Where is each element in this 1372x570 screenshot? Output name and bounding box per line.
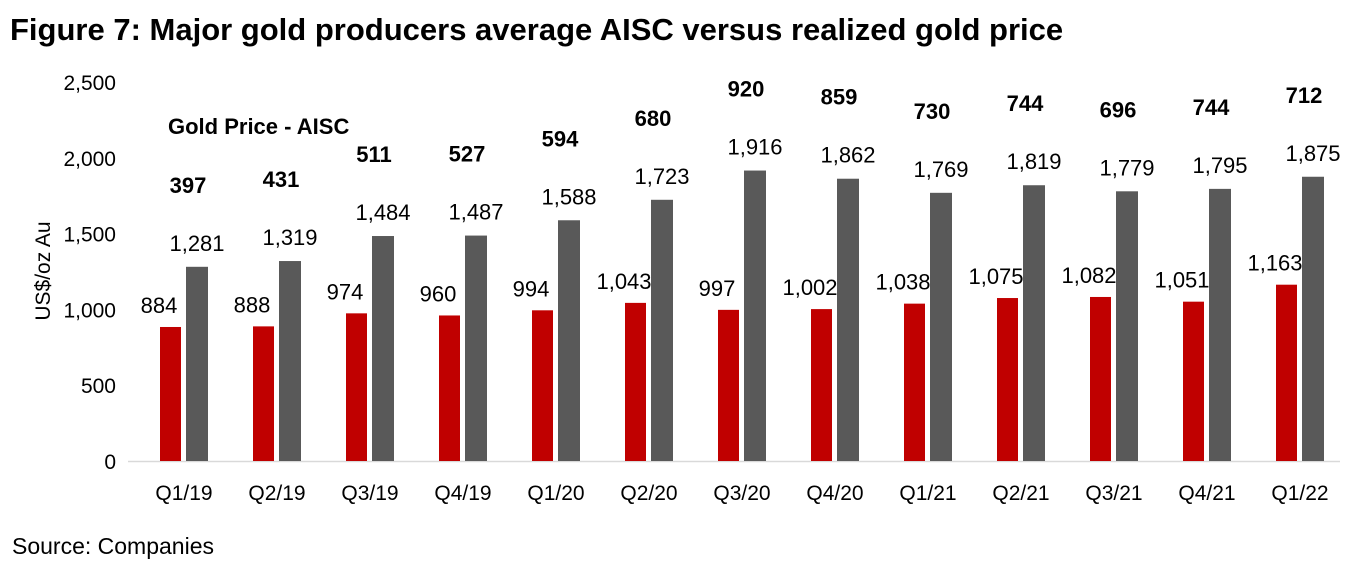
bar-gold-price — [1302, 176, 1324, 461]
bar-gold-price — [651, 199, 673, 461]
data-label-difference: 696 — [1100, 97, 1137, 122]
x-tick-label: Q1/22 — [1271, 482, 1328, 505]
bar-gold-price — [1023, 185, 1045, 461]
data-label-aisc: 974 — [327, 279, 364, 304]
bar-gold-price — [372, 236, 394, 461]
bar-aisc — [160, 326, 181, 461]
x-tick-label: Q4/21 — [1178, 482, 1235, 505]
data-label-difference: 920 — [728, 77, 765, 102]
x-tick-label: Q3/19 — [341, 482, 398, 505]
y-tick-label: 1,500 — [63, 224, 116, 247]
bar-aisc — [625, 302, 646, 461]
data-label-gold-price: 1,723 — [634, 164, 689, 189]
data-label-difference: 712 — [1286, 83, 1323, 108]
data-label-gold-price: 1,487 — [448, 200, 503, 225]
data-label-difference: 680 — [635, 106, 672, 131]
data-label-gold-price: 1,588 — [541, 184, 596, 209]
data-label-aisc: 1,038 — [875, 270, 930, 295]
bar-gold-price — [186, 266, 208, 461]
bar-gold-price — [558, 220, 580, 461]
chart-title: Figure 7: Major gold producers average A… — [10, 12, 1064, 47]
data-label-difference: 859 — [821, 85, 858, 110]
bar-aisc — [1183, 301, 1204, 461]
x-tick-label: Q1/21 — [899, 482, 956, 505]
data-label-aisc: 1,075 — [968, 264, 1023, 289]
y-tick-label: 1,000 — [63, 299, 116, 322]
data-label-difference: 594 — [542, 126, 579, 151]
bar-aisc — [811, 309, 832, 461]
data-label-difference: 527 — [449, 142, 486, 167]
y-tick-label: 2,500 — [63, 72, 116, 95]
x-tick-label: Q1/20 — [527, 482, 584, 505]
bar-aisc — [997, 298, 1018, 461]
bar-gold-price — [1116, 191, 1138, 462]
data-label-aisc: 960 — [420, 281, 457, 306]
data-label-gold-price: 1,862 — [820, 143, 875, 168]
data-label-gold-price: 1,281 — [169, 231, 224, 256]
x-tick-label: Q2/19 — [248, 482, 305, 505]
data-label-gold-price: 1,779 — [1099, 155, 1154, 180]
y-tick-label: 500 — [81, 375, 116, 398]
data-label-difference: 730 — [914, 99, 951, 124]
data-label-difference: 397 — [170, 173, 207, 198]
y-axis-label: US$/oz Au — [32, 221, 55, 320]
bar-gold-price — [1209, 188, 1231, 462]
bar-aisc — [532, 310, 553, 461]
bar-gold-price — [279, 261, 301, 461]
data-label-aisc: 994 — [513, 276, 550, 301]
x-tick-label: Q2/21 — [992, 482, 1049, 505]
y-tick-label: 2,000 — [63, 148, 116, 171]
y-tick-label: 0 — [104, 451, 116, 474]
data-label-aisc: 1,082 — [1061, 263, 1116, 288]
bar-aisc — [718, 309, 739, 461]
annotation-label: Gold Price - AISC — [168, 114, 349, 139]
bar-aisc — [346, 313, 367, 461]
bar-aisc — [253, 326, 274, 461]
x-tick-label: Q4/20 — [806, 482, 863, 505]
data-label-aisc: 1,043 — [596, 269, 651, 294]
data-label-difference: 511 — [356, 142, 392, 167]
x-tick-label: Q2/20 — [620, 482, 677, 505]
data-label-aisc: 1,002 — [782, 275, 837, 300]
bar-gold-price — [837, 178, 859, 461]
data-label-gold-price: 1,916 — [727, 135, 782, 160]
data-label-aisc: 888 — [234, 292, 271, 317]
data-label-gold-price: 1,484 — [355, 200, 410, 225]
data-label-aisc: 884 — [141, 293, 178, 318]
data-label-gold-price: 1,319 — [262, 225, 317, 250]
x-tick-label: Q3/20 — [713, 482, 770, 505]
bar-aisc — [1090, 296, 1111, 461]
bar-gold-price — [930, 192, 952, 462]
data-label-gold-price: 1,769 — [913, 157, 968, 182]
data-label-gold-price: 1,795 — [1192, 153, 1247, 178]
data-label-difference: 431 — [263, 167, 300, 192]
data-label-aisc: 997 — [699, 276, 736, 301]
bar-gold-price — [465, 235, 487, 461]
data-label-difference: 744 — [1007, 91, 1044, 116]
x-tick-label: Q3/21 — [1085, 482, 1142, 505]
data-label-gold-price: 1,819 — [1006, 149, 1061, 174]
source-note: Source: Companies — [12, 533, 214, 559]
bar-aisc — [439, 315, 460, 461]
x-tick-label: Q4/19 — [434, 482, 491, 505]
data-label-aisc: 1,163 — [1247, 251, 1302, 276]
bar-aisc — [904, 303, 925, 461]
x-tick-label: Q1/19 — [155, 482, 212, 505]
data-label-gold-price: 1,875 — [1285, 141, 1340, 166]
bar-gold-price — [744, 170, 766, 461]
data-label-difference: 744 — [1193, 95, 1230, 120]
bar-aisc — [1276, 284, 1297, 461]
data-label-aisc: 1,051 — [1154, 268, 1209, 293]
